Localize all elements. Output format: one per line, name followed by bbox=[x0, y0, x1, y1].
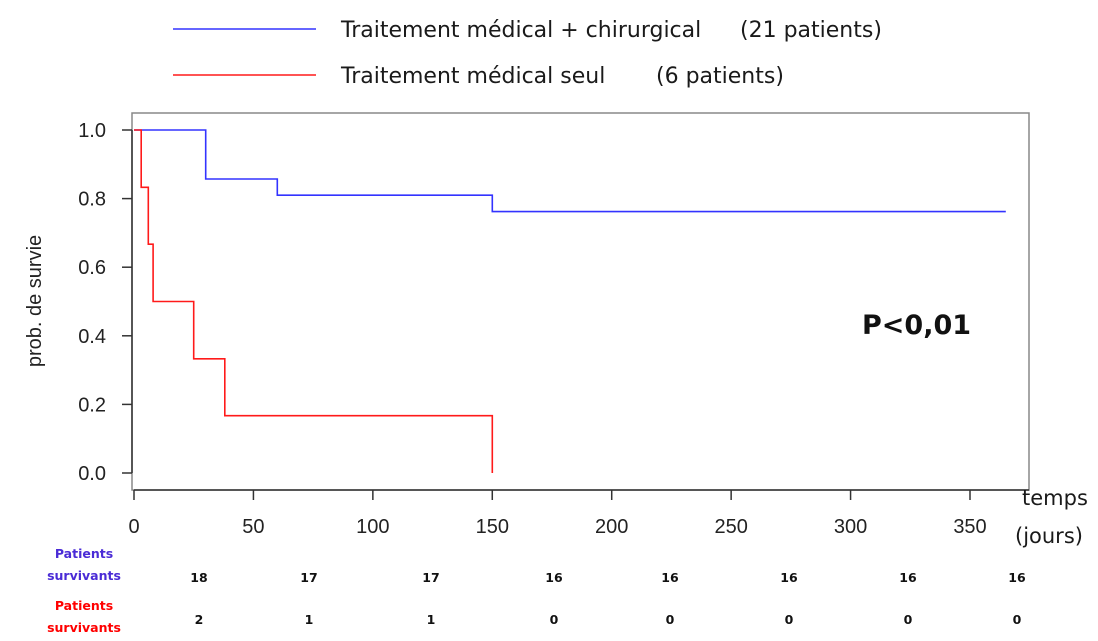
y-axis-title: prob. de survie bbox=[24, 235, 46, 367]
series-group bbox=[134, 129, 1006, 473]
x-axis: 0 50 100 150 200 250 300 350 bbox=[128, 489, 1029, 538]
risk-red-count: 0 bbox=[904, 612, 913, 627]
risk-red-count: 0 bbox=[785, 612, 794, 627]
x-tick-label: 150 bbox=[476, 516, 509, 538]
risk-blue-row: 18 17 17 16 16 16 16 16 bbox=[190, 570, 1026, 585]
plot-frame bbox=[131, 112, 1030, 491]
legend-red-label: Traitement médical seul bbox=[340, 64, 605, 89]
x-tick-label: 50 bbox=[242, 516, 264, 538]
legend-blue-count: (21 patients) bbox=[740, 18, 882, 43]
risk-red-count: 0 bbox=[1013, 612, 1022, 627]
series-medical-surgical-line bbox=[134, 129, 1006, 213]
x-tick-label: 0 bbox=[128, 516, 139, 538]
x-tick-label: 350 bbox=[953, 516, 986, 538]
risk-blue-count: 16 bbox=[1008, 570, 1026, 585]
risk-blue-count: 16 bbox=[545, 570, 563, 585]
x-tick-label: 200 bbox=[595, 516, 628, 538]
series-medical-only-line bbox=[134, 129, 494, 473]
y-axis: 0.0 0.2 0.4 0.6 0.8 1.0 bbox=[78, 120, 133, 485]
risk-blue-count: 16 bbox=[661, 570, 679, 585]
risk-red-label-line1: Patients bbox=[55, 598, 113, 613]
x-tick-label: 250 bbox=[714, 516, 747, 538]
x-unit-line1: temps bbox=[1022, 486, 1088, 510]
risk-blue-label-line2: survivants bbox=[47, 568, 121, 583]
risk-red-row: 2 1 1 0 0 0 0 0 bbox=[195, 612, 1022, 627]
risk-blue-count: 16 bbox=[780, 570, 798, 585]
risk-blue-count: 17 bbox=[422, 570, 439, 585]
y-tick-label: 0.4 bbox=[78, 326, 106, 348]
y-tick-label: 0.6 bbox=[78, 257, 106, 279]
risk-blue-count: 17 bbox=[300, 570, 317, 585]
y-tick-label: 0.2 bbox=[78, 394, 106, 416]
legend-red-count: (6 patients) bbox=[656, 64, 784, 89]
y-tick-label: 1.0 bbox=[78, 120, 106, 142]
y-tick-label: 0.0 bbox=[78, 463, 106, 485]
risk-blue-count: 16 bbox=[899, 570, 917, 585]
risk-red-count: 2 bbox=[195, 612, 204, 627]
risk-red-count: 0 bbox=[550, 612, 559, 627]
risk-red-count: 1 bbox=[427, 612, 436, 627]
p-value-annotation: P<0,01 bbox=[862, 310, 971, 341]
legend: Traitement médical + chirurgical (21 pat… bbox=[173, 18, 882, 89]
risk-blue-count: 18 bbox=[190, 570, 207, 585]
risk-red-count: 0 bbox=[666, 612, 675, 627]
risk-table: Patients survivants Patients survivants … bbox=[47, 546, 1026, 635]
risk-red-count: 1 bbox=[305, 612, 314, 627]
risk-blue-label-line1: Patients bbox=[55, 546, 113, 561]
y-tick-label: 0.8 bbox=[78, 189, 106, 211]
legend-blue-label: Traitement médical + chirurgical bbox=[340, 18, 701, 43]
x-unit-line2: (jours) bbox=[1015, 524, 1083, 548]
x-tick-label: 100 bbox=[356, 516, 389, 538]
x-tick-label: 300 bbox=[834, 516, 867, 538]
risk-red-label-line2: survivants bbox=[47, 620, 121, 635]
